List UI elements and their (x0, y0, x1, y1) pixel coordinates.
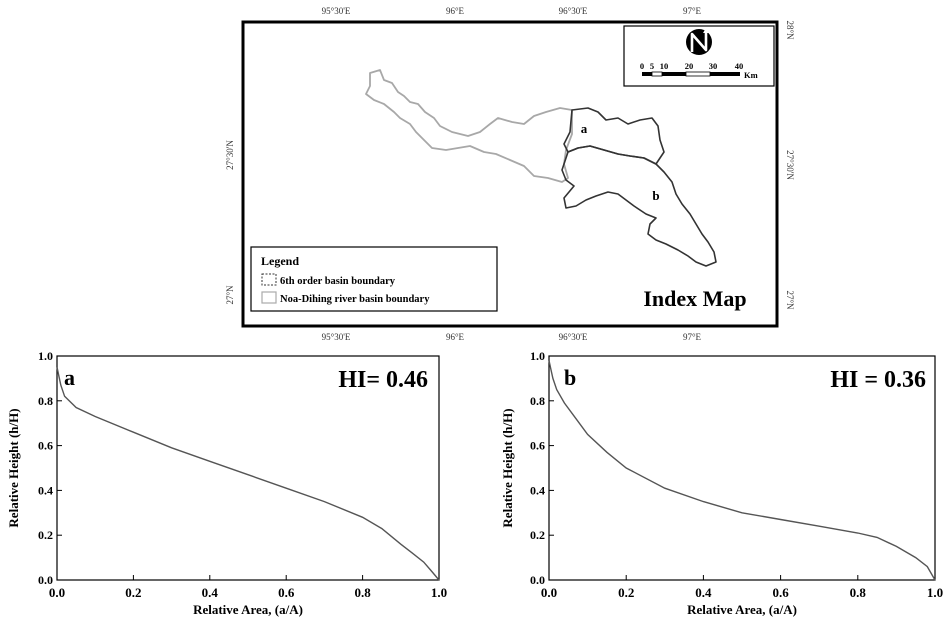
map-bottom-tick: 97°E (683, 332, 702, 342)
x-tick-label: 0.8 (850, 585, 867, 600)
y-ticks: 0.0 0.2 0.4 0.6 0.8 1.0 (38, 349, 62, 587)
basin-b-boundary (561, 145, 717, 267)
y-tick-label: 1.0 (38, 349, 53, 363)
x-tick-label: 0.6 (772, 585, 789, 600)
y-tick-label: 0.4 (38, 483, 53, 497)
chart-panel-a: 0.0 0.2 0.4 0.6 0.8 1.0 0.00.20.40.60.81.0 a … (6, 349, 447, 617)
map-bottom-ticks: 95°30'E 96°E 96°30'E 97°E (322, 332, 702, 342)
basin-a-label: a (581, 121, 588, 136)
legend-label-noa-dihing: Noa-Dihing river basin boundary (280, 294, 430, 305)
panel-label: b (564, 365, 576, 390)
y-tick-label: 0.8 (38, 394, 53, 408)
y-tick-label: 0.0 (38, 573, 53, 587)
map-left-tick: 27°N (225, 285, 235, 305)
y-axis-label: Relative Height (h/H) (500, 408, 515, 527)
scale-unit: Km (744, 70, 758, 80)
hi-annotation: HI = 0.36 (830, 367, 926, 393)
legend-label-6th-order: 6th order basin boundary (280, 276, 396, 287)
x-tick-label: 1.0 (927, 585, 943, 600)
noa-dihing-basin-boundary (365, 69, 573, 183)
north-arrow-icon (686, 28, 712, 55)
map-bottom-tick: 96°30'E (559, 332, 588, 342)
y-tick-label: 0.6 (38, 439, 53, 453)
map-top-tick: 97°E (683, 6, 702, 16)
scale-bar-ticks: 0 5 10 20 30 40 (640, 61, 743, 71)
map-left-tick: 27°30'N (225, 140, 235, 170)
scale-tick: 5 (650, 61, 654, 71)
x-tick-label: 0.8 (354, 585, 371, 600)
map-bottom-tick: 96°E (446, 332, 465, 342)
chart-panel-b: 0.0 0.2 0.4 0.6 0.8 1.0 0.00.20.40.60.81.0 b … (500, 349, 943, 617)
legend-title: Legend (261, 254, 299, 268)
scale-tick: 40 (735, 61, 744, 71)
index-map: 95°30'E 96°E 96°30'E 97°E 95°30'E 96°E 9… (225, 6, 795, 342)
scale-tick: 20 (685, 61, 694, 71)
x-ticks: 0.0 0.2 0.4 0.6 0.8 1.0 (49, 575, 447, 600)
y-tick-label: 1.0 (530, 349, 545, 363)
hypsometric-curve (56, 367, 440, 581)
map-left-ticks: 27°30'N 27°N (225, 140, 235, 305)
x-axis-label: Relative Area, (a/A) (687, 602, 797, 617)
legend-frame (250, 246, 498, 312)
scale-bar (642, 71, 740, 77)
x-tick-label: 1.0 (431, 585, 447, 600)
x-tick-label: 0.2 (618, 585, 634, 600)
map-top-tick: 95°30'E (322, 6, 351, 16)
map-top-tick: 96°30'E (559, 6, 588, 16)
y-tick-label: 0.0 (530, 573, 545, 587)
map-legend: Legend 6th order basin boundary Noa-Dihi… (250, 246, 498, 312)
x-tick-label: 0.0 (49, 585, 65, 600)
scale-tick: 30 (709, 61, 718, 71)
scale-tick: 10 (660, 61, 669, 71)
plot-frame (548, 355, 936, 581)
legend-swatch-noa-dihing (261, 291, 277, 304)
scale-box: 0 5 10 20 30 40 Km (623, 25, 775, 87)
hi-annotation: HI= 0.46 (338, 367, 428, 393)
y-tick-label: 0.6 (530, 439, 545, 453)
map-top-ticks: 95°30'E 96°E 96°30'E 97°E (322, 6, 702, 16)
x-tick-label: 0.4 (202, 585, 219, 600)
map-right-tick: 27°N (785, 290, 795, 310)
y-tick-label: 0.2 (38, 528, 53, 542)
map-bottom-tick: 95°30'E (322, 332, 351, 342)
x-tick-label: 0.4 (695, 585, 712, 600)
hypsometric-curve (548, 360, 936, 581)
index-map-title: Index Map (643, 286, 746, 311)
basin-b-label: b (652, 188, 659, 203)
legend-swatch-6th-order (261, 273, 277, 286)
scale-tick: 0 (640, 61, 644, 71)
y-tick-label: 0.2 (530, 528, 545, 542)
x-tick-label: 0.0 (541, 585, 557, 600)
plot-frame (56, 355, 440, 581)
y-tick-label: 0.8 (530, 394, 545, 408)
y-ticks: 0.0 0.2 0.4 0.6 0.8 1.0 (530, 349, 554, 587)
map-right-ticks: 28°N 27°30'N 27°N (785, 20, 795, 310)
map-top-tick: 96°E (446, 6, 465, 16)
x-tick-label: 0.6 (278, 585, 295, 600)
x-tick-label: 0.2 (125, 585, 141, 600)
y-tick-label: 0.4 (530, 483, 545, 497)
map-right-tick: 28°N (785, 20, 795, 40)
x-ticks: 0.0 0.2 0.4 0.6 0.8 1.0 (541, 575, 943, 600)
map-right-tick: 27°30'N (785, 150, 795, 180)
x-axis-label: Relative Area, (a/A) (193, 602, 303, 617)
y-axis-label: Relative Height (h/H) (6, 408, 21, 527)
panel-label: a (64, 365, 75, 390)
